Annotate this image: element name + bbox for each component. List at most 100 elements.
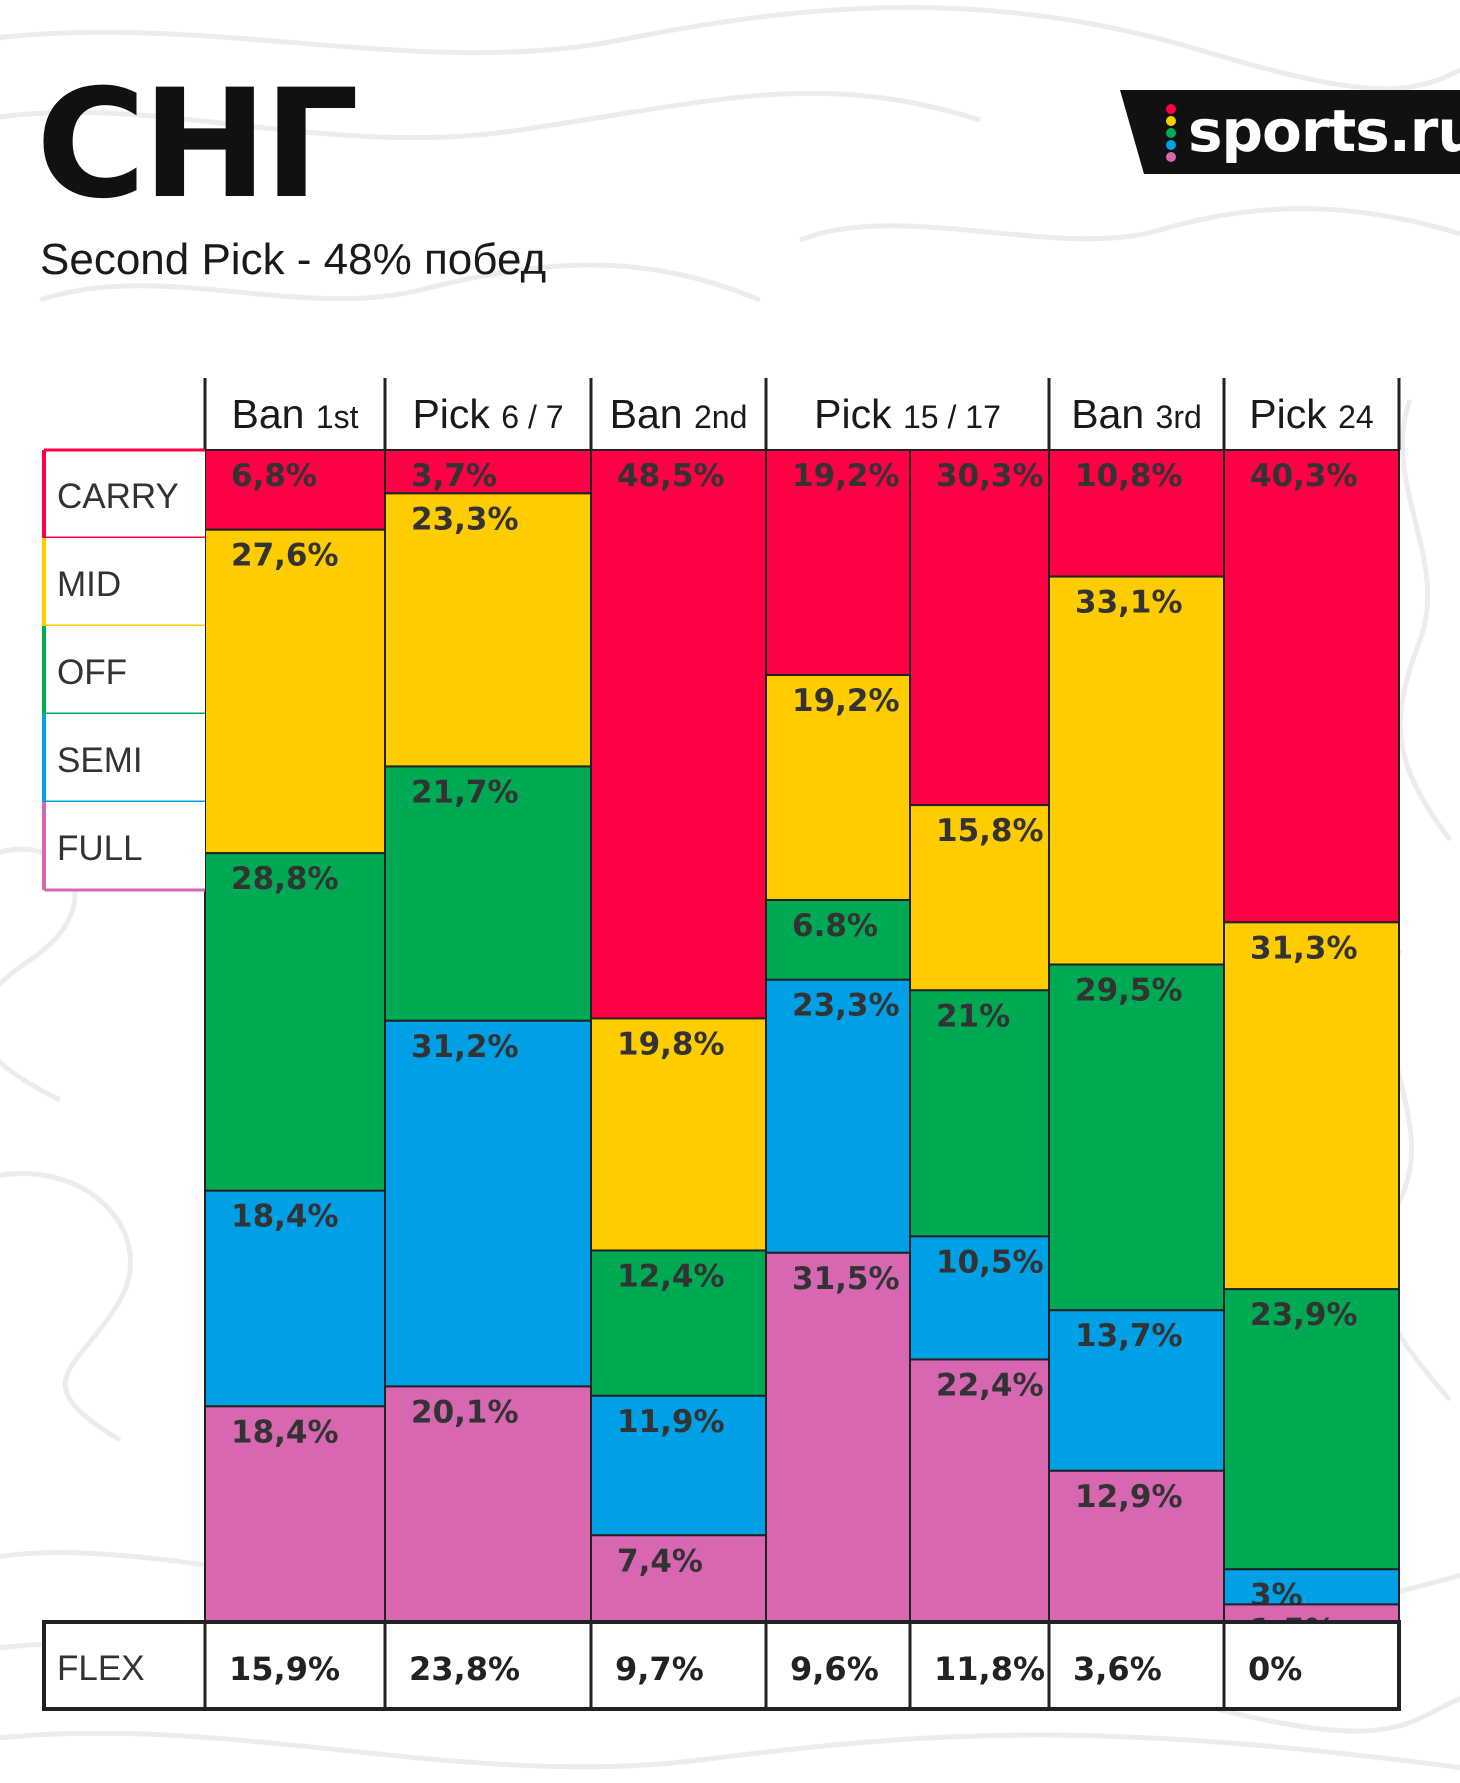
flex-value: 23,8% xyxy=(409,1650,520,1688)
bar-segment-full xyxy=(204,1405,386,1624)
column-header: Pick 6 / 7 xyxy=(412,391,563,437)
bar-segment-carry xyxy=(590,449,767,1020)
column-header: Pick 15 / 17 xyxy=(814,391,1001,437)
segment-value-label: 30,3% xyxy=(936,458,1044,494)
bar-segment-mid xyxy=(909,804,1050,992)
segment-value-label: 20,1% xyxy=(411,1394,519,1430)
flex-row xyxy=(42,1620,1401,1711)
segment-value-label: 19,8% xyxy=(617,1026,725,1062)
segment-value-label: 6,8% xyxy=(231,458,317,494)
segment-value-label: 21,7% xyxy=(411,774,519,810)
segment-value-label: 7,4% xyxy=(617,1543,703,1579)
column-header: Pick 24 xyxy=(1249,391,1373,437)
segment-value-label: 23,3% xyxy=(411,501,519,537)
bar-segment-mid xyxy=(204,528,386,855)
logo-dot xyxy=(1166,104,1176,114)
segment-value-label: 28,8% xyxy=(231,861,339,897)
column-header: Ban 2nd xyxy=(610,391,748,437)
bar-segment-semi xyxy=(204,1189,386,1408)
segment-value-label: 13,7% xyxy=(1075,1318,1183,1354)
bar-segment-semi xyxy=(765,978,911,1254)
legend-cell xyxy=(44,538,205,626)
logo-dot xyxy=(1166,116,1176,126)
bar-segment-semi xyxy=(590,1394,767,1537)
logo-dot xyxy=(1166,128,1176,138)
bar-segment-mid xyxy=(590,1017,767,1252)
page-subtitle: Second Pick - 48% побед xyxy=(40,235,547,284)
bar-segment-semi xyxy=(1048,1309,1225,1472)
segment-value-label: 6.8% xyxy=(792,908,878,944)
segment-value-label: 15,8% xyxy=(936,813,1044,849)
bar-segment-full xyxy=(590,1534,767,1623)
segment-value-label: 12,4% xyxy=(617,1258,725,1294)
segment-value-label: 18,4% xyxy=(231,1199,339,1235)
column-header: Ban 3rd xyxy=(1071,391,1202,437)
legend-label-off: OFF xyxy=(57,653,127,692)
bar-segment-full xyxy=(909,1358,1050,1624)
legend-cell xyxy=(44,802,205,890)
bar-segment-off xyxy=(909,989,1050,1238)
legend-cell xyxy=(44,450,205,538)
segment-value-label: 10,5% xyxy=(936,1244,1044,1280)
logo-dot xyxy=(1166,152,1176,162)
flex-value: 9,6% xyxy=(790,1650,879,1688)
flex-value: 15,9% xyxy=(229,1650,340,1688)
logo-text: sports.ru xyxy=(1188,97,1460,165)
bar-segment-full xyxy=(765,1251,911,1623)
page-title: СНГ xyxy=(36,58,359,232)
segment-value-label: 19,2% xyxy=(792,683,900,719)
segment-value-label: 18,4% xyxy=(231,1414,339,1450)
bar-segment-off xyxy=(590,1249,767,1397)
segment-value-label: 48,5% xyxy=(617,458,725,494)
bar-segment-carry xyxy=(909,449,1050,807)
segment-value-label: 31,2% xyxy=(411,1029,519,1065)
bar-segment-off xyxy=(204,852,386,1192)
flex-value: 9,7% xyxy=(615,1650,704,1688)
bar-segment-semi xyxy=(384,1019,592,1388)
bar-segment-carry xyxy=(1223,449,1400,924)
legend-cell xyxy=(44,714,205,802)
legend-label-mid: MID xyxy=(57,565,121,604)
logo-badge xyxy=(1120,90,1460,174)
flex-value: 11,8% xyxy=(934,1650,1045,1688)
legend-label-full: FULL xyxy=(57,829,143,868)
bar-segment-off xyxy=(384,765,592,1022)
bar-segment-full xyxy=(384,1385,592,1623)
logo-dot xyxy=(1166,140,1176,150)
bar-segment-semi xyxy=(909,1235,1050,1361)
segment-value-label: 29,5% xyxy=(1075,973,1183,1009)
segment-value-label: 33,1% xyxy=(1075,585,1183,621)
sports-ru-logo: sports.ru xyxy=(1120,90,1460,174)
segment-value-label: 31,3% xyxy=(1250,930,1358,966)
segment-value-label: 40,3% xyxy=(1250,458,1358,494)
segment-value-label: 31,5% xyxy=(792,1261,900,1297)
bar-segment-carry xyxy=(384,449,592,495)
segment-value-label: 23,3% xyxy=(792,988,900,1024)
bar-segment-mid xyxy=(1048,575,1225,966)
column-header: Ban 1st xyxy=(231,391,358,437)
segment-value-label: 22,4% xyxy=(936,1367,1044,1403)
segment-value-label: 10,8% xyxy=(1075,458,1183,494)
flex-value: 3,6% xyxy=(1073,1650,1162,1688)
bar-segment-full xyxy=(1048,1469,1225,1624)
bar-segment-mid xyxy=(384,492,592,768)
segment-value-label: 11,9% xyxy=(617,1404,725,1440)
legend-cell xyxy=(44,626,205,714)
bar-segment-off xyxy=(1223,1288,1400,1571)
legend-label-semi: SEMI xyxy=(57,741,143,780)
segment-value-label: 23,9% xyxy=(1250,1297,1358,1333)
logo-dots-icon xyxy=(1166,102,1180,162)
bar-segment-mid xyxy=(765,674,911,902)
segment-value-label: 3,7% xyxy=(411,458,497,494)
segment-value-label: 27,6% xyxy=(231,538,339,574)
bar-segment-mid xyxy=(1223,921,1400,1291)
flex-value: 0% xyxy=(1248,1650,1302,1688)
legend-label-carry: CARRY xyxy=(57,477,179,516)
segment-value-label: 12,9% xyxy=(1075,1479,1183,1515)
bar-segment-carry xyxy=(765,449,911,677)
segment-value-label: 19,2% xyxy=(792,458,900,494)
bar-segment-off xyxy=(1048,963,1225,1312)
segment-value-label: 21% xyxy=(936,998,1010,1034)
flex-label: FLEX xyxy=(57,1649,145,1688)
